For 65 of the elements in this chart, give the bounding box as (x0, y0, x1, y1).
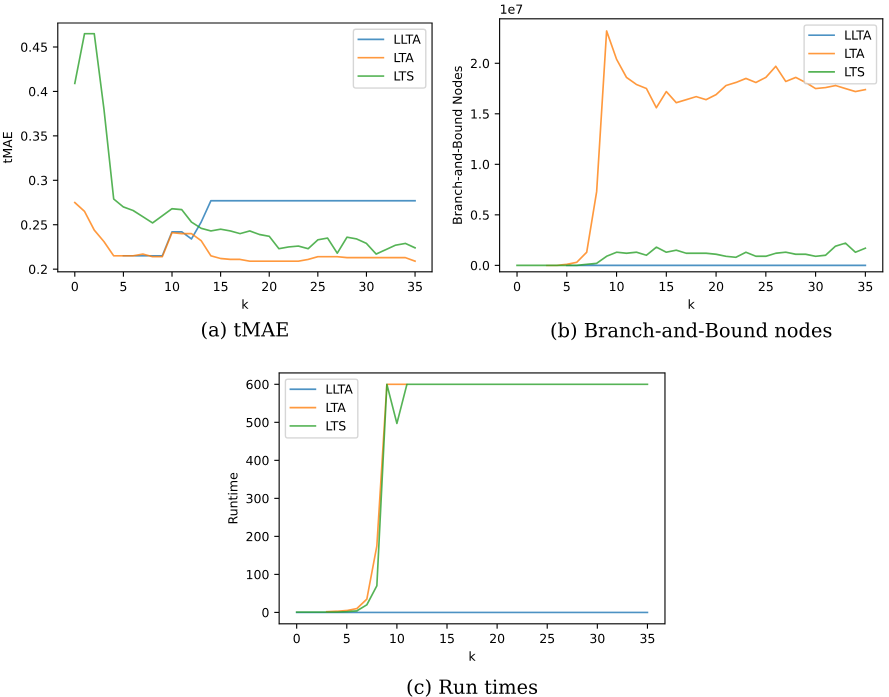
line-series (296, 383, 648, 613)
x-tick-label: 25 (540, 634, 554, 644)
y-tick-label: 200 (246, 532, 269, 542)
x-axis-title: k (470, 651, 476, 661)
y-tick-label: 500 (246, 418, 269, 428)
x-tick-label: 35 (408, 282, 422, 292)
x-tick-label: 30 (590, 634, 604, 644)
x-tick-label: 20 (262, 282, 276, 292)
legend-label: LLTA (326, 384, 353, 394)
x-tick-label: 30 (359, 282, 374, 292)
x-tick-label: 0 (514, 282, 520, 292)
legend-label: LTS (845, 66, 864, 76)
line-series (326, 383, 408, 612)
y-tick-label: 0.3 (29, 176, 48, 186)
x-tick-label: 15 (440, 634, 454, 644)
y-tick-label: 0.35 (21, 131, 47, 141)
legend-label: LTS (394, 71, 414, 81)
y-tick-label: 0.25 (21, 220, 47, 230)
text: (b) Branch-and-Bound nodes (552, 322, 832, 340)
line-series (516, 242, 866, 266)
y-tick-label: 400 (246, 456, 269, 466)
y-tick-label: 1.5 (471, 109, 489, 119)
y-tick-label: 0.4 (29, 86, 48, 96)
y-tick-label: 1.0 (471, 160, 490, 170)
legend-label: LTA (845, 48, 864, 58)
x-tick-label: 25 (758, 282, 773, 292)
legend-label: LTA (394, 52, 414, 62)
x-axis-title: k (688, 299, 695, 309)
x-tick-label: 15 (660, 282, 674, 292)
y-tick-label: 0.45 (21, 42, 47, 52)
y-tick-label: 0.2 (29, 264, 47, 274)
text: (c) Run times (408, 679, 538, 697)
x-tick-label: 35 (858, 282, 872, 292)
legend-label: LTA (326, 402, 346, 412)
y-axis-title: Branch-and-Bound Nodes (452, 66, 462, 224)
x-tick-label: 5 (344, 634, 350, 644)
y-tick-label: 0.5 (470, 210, 489, 220)
line-series (74, 202, 416, 262)
y-tick-label: 0.0 (470, 260, 490, 270)
y-tick-label: 600 (246, 380, 269, 390)
text: (a) tMAE (202, 322, 288, 340)
x-tick-label: 35 (640, 634, 654, 644)
x-tick-label: 0 (72, 282, 78, 292)
x-axis-title: k (242, 299, 249, 309)
x-tick-label: 30 (808, 282, 823, 292)
x-tick-label: 5 (120, 282, 126, 292)
x-tick-label: 10 (610, 282, 624, 292)
x-tick-label: 20 (490, 634, 504, 644)
legend-label: LTS (326, 421, 346, 431)
x-tick-label: 20 (709, 282, 724, 292)
x-tick-label: 15 (214, 282, 228, 292)
y-axis-title: tMAE (2, 132, 12, 164)
legend-label: LLTA (394, 34, 421, 44)
y-tick-label: 300 (246, 494, 269, 504)
y-tick-label: 2.0 (470, 58, 490, 68)
x-tick-label: 10 (165, 282, 180, 292)
legend-label: LLTA (845, 30, 872, 40)
y-tick-label: 0 (262, 608, 269, 618)
x-tick-label: 10 (390, 634, 404, 644)
y-axis-title: Runtime (228, 472, 238, 524)
text: 1e7 (500, 4, 522, 14)
x-tick-label: 0 (294, 634, 300, 644)
x-tick-label: 5 (564, 282, 570, 292)
x-tick-label: 25 (310, 282, 325, 292)
y-tick-label: 100 (246, 570, 269, 580)
